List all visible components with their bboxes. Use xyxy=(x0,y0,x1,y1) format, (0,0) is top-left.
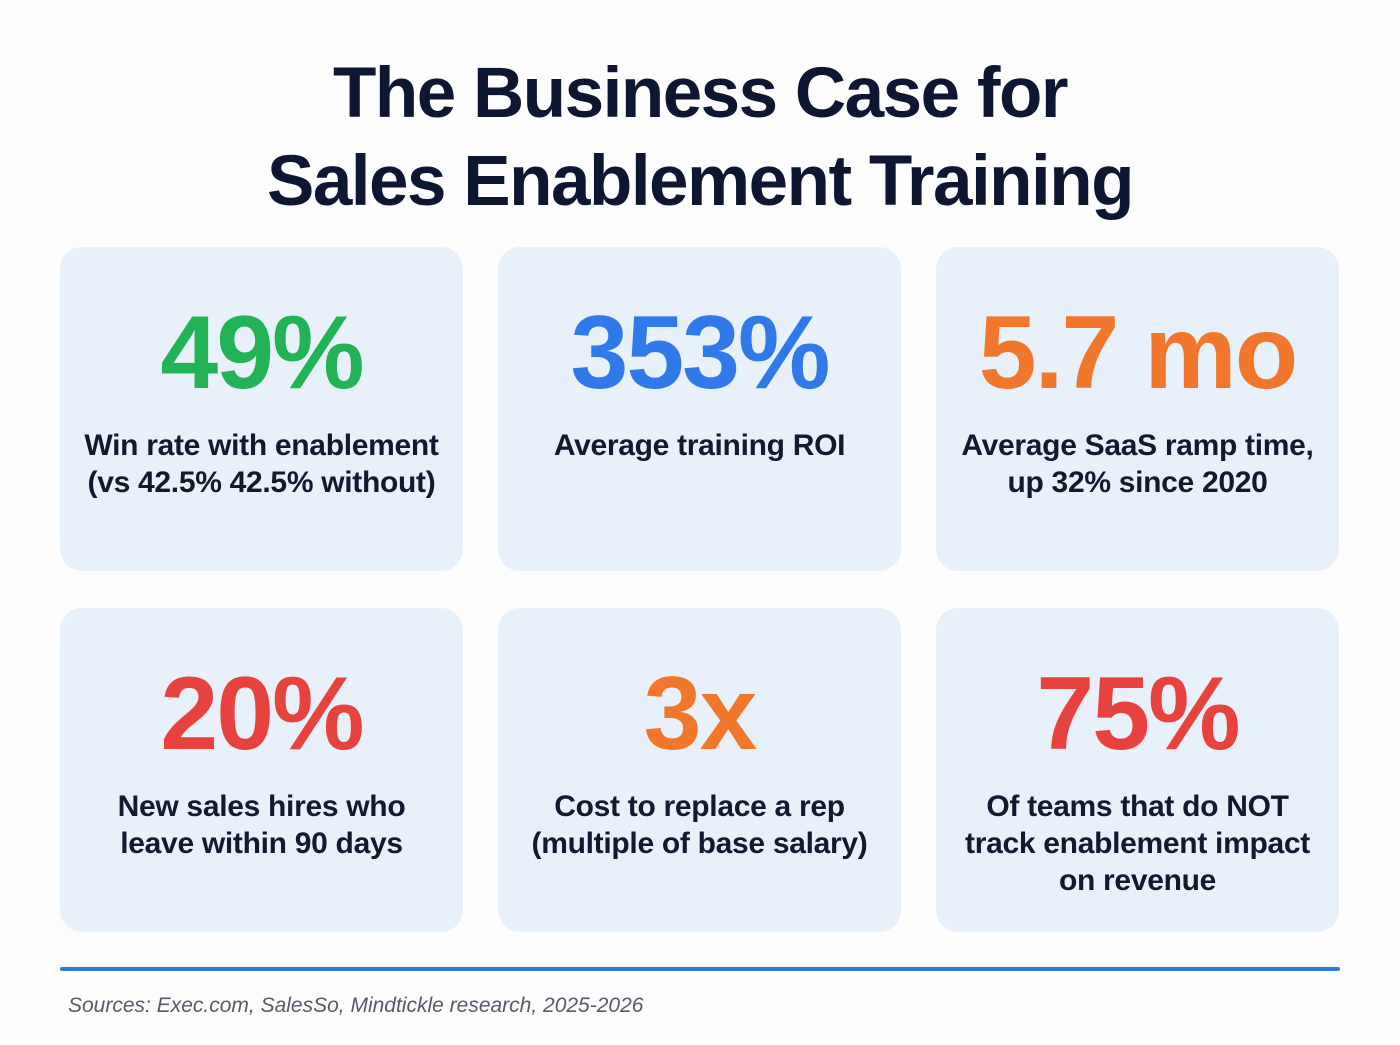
stat-label: Cost to replace a rep (multiple of base … xyxy=(531,790,868,860)
stat-label: Average training ROI xyxy=(553,429,846,462)
stat-label: Of teams that do NOT track enablement im… xyxy=(965,790,1310,897)
title-line-2: Sales Enablement Training xyxy=(266,142,1135,221)
stat-card-early-attrition: 20% New sales hires who leave within 90 … xyxy=(60,608,463,932)
stat-card-replacement-cost: 3x Cost to replace a rep (multiple of ba… xyxy=(498,608,901,932)
stat-value: 49% xyxy=(160,295,364,411)
stat-card-training-roi: 353% Average training ROI xyxy=(498,247,901,571)
stat-value: 3x xyxy=(643,656,758,772)
stat-value: 5.7 mo xyxy=(978,295,1298,411)
stat-value: 20% xyxy=(160,656,364,772)
stat-label: New sales hires who leave within 90 days xyxy=(117,790,406,860)
page-title: The Business Case for Sales Enablement T… xyxy=(0,50,1400,226)
stats-grid: 49% Win rate with enablement (vs 42.5% 4… xyxy=(60,247,1340,932)
stat-card-ramp-time: 5.7 mo Average SaaS ramp time, up 32% si… xyxy=(936,247,1339,571)
stat-card-win-rate: 49% Win rate with enablement (vs 42.5% 4… xyxy=(60,247,463,571)
stat-label: Average SaaS ramp time, up 32% since 202… xyxy=(961,429,1314,499)
stat-value: 75% xyxy=(1036,656,1240,772)
sources-note: Sources: Exec.com, SalesSo, Mindtickle r… xyxy=(68,994,644,1017)
title-line-1: The Business Case for xyxy=(333,54,1068,133)
stat-card-untracked-impact: 75% Of teams that do NOT track enablemen… xyxy=(936,608,1339,932)
stat-label: Win rate with enablement (vs 42.5% 42.5%… xyxy=(84,429,439,499)
stat-value: 353% xyxy=(570,295,831,411)
footer-divider xyxy=(60,967,1340,971)
